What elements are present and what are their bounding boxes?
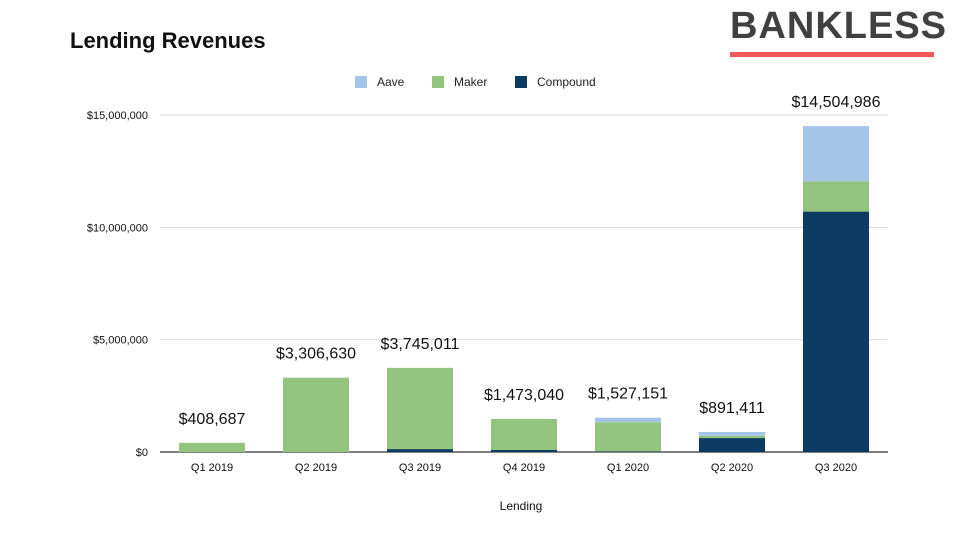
x-tick-label: Q1 2019 [191,462,233,474]
x-tick-label: Q4 2019 [503,462,545,474]
bar-total-label: $3,306,630 [276,346,356,363]
y-tick-label: $0 [136,447,148,459]
bar-segment-maker [491,418,557,450]
bar-segment-maker [699,435,765,439]
bar-total-label: $1,473,040 [484,387,564,404]
bar-segment-maker [387,367,453,450]
legend-swatch-aave [355,76,367,88]
legend: Aave Maker Compound [355,75,596,89]
legend-label-compound: Compound [537,75,596,89]
bar-total-label: $891,411 [699,400,765,417]
bar-segment-aave [699,431,765,436]
bar-segment-maker [283,377,349,452]
bar-segment-compound [387,449,453,452]
legend-swatch-compound [515,76,527,88]
chart-title: Lending Revenues [70,28,266,53]
bar-segment-compound [491,449,557,452]
bar-segment-maker [179,442,245,452]
gridlines: $0 $5,000,000 $10,000,000 $15,000,000 [87,110,888,459]
bar-total-label: $1,527,151 [588,386,668,403]
y-tick-label: $10,000,000 [87,222,148,234]
bar-total-label: $14,504,986 [792,94,881,111]
bar-segment-compound [699,438,765,452]
brand-wordmark: BANKLESS [730,5,948,47]
x-tick-label: Q3 2020 [815,462,857,474]
y-tick-label: $5,000,000 [93,335,148,347]
bar-total-labels: $408,687 $3,306,630 $3,745,011 $1,473,040 $1… [179,94,881,428]
bankless-logo: BANKLESS [730,4,948,57]
bar-segment-compound [803,211,869,452]
bars [179,126,869,452]
bar-total-label: $408,687 [179,411,246,428]
x-axis-title: Lending [500,499,543,513]
x-tick-label: Q2 2019 [295,462,337,474]
brand-underline [730,52,934,57]
bar-segment-aave [803,126,869,182]
legend-label-maker: Maker [454,75,487,89]
x-tick-label: Q3 2019 [399,462,441,474]
x-tick-label: Q2 2020 [711,462,753,474]
bar-segment-aave [595,417,661,423]
x-tick-label: Q1 2020 [607,462,649,474]
bar-total-label: $3,745,011 [381,336,460,353]
y-tick-label: $15,000,000 [87,110,148,122]
legend-swatch-maker [432,76,444,88]
x-axis: Q1 2019 Q2 2019 Q3 2019 Q4 2019 Q1 2020 Q2 20… [191,462,857,474]
legend-label-aave: Aave [377,75,405,89]
bar-segment-compound [595,451,661,452]
bar-segment-maker [803,181,869,212]
bar-segment-maker [595,422,661,452]
